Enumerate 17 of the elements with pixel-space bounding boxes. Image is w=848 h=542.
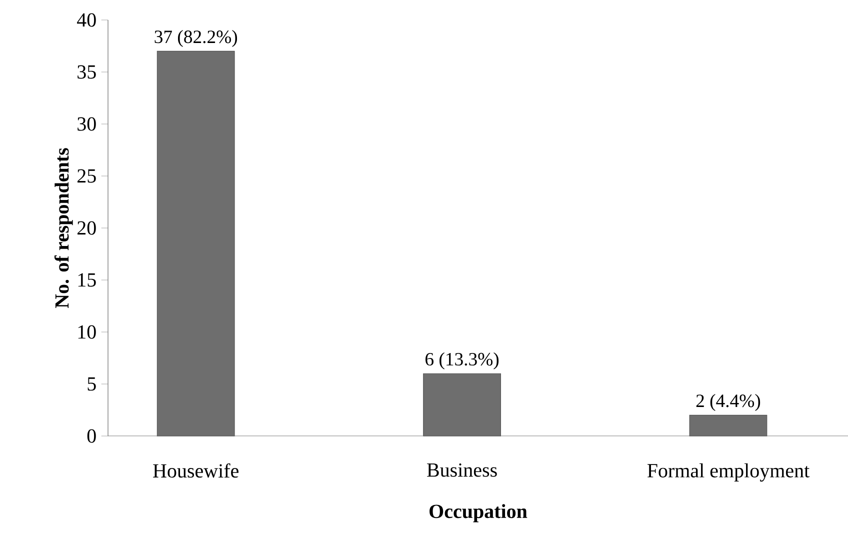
x-tick-label: Housewife	[153, 463, 238, 478]
y-tick-label: 40	[77, 13, 96, 27]
y-tick-label: 30	[78, 117, 96, 131]
y-tick-label: 35	[78, 65, 96, 79]
x-axis-title: Occupation	[430, 504, 528, 522]
data-label: 37 (82.2%)	[154, 30, 238, 47]
x-tick-label: Formal employment	[647, 463, 810, 482]
y-tick-label: 15	[78, 273, 96, 287]
y-tick-label: 5	[88, 377, 96, 391]
x-tick-label: Business	[427, 463, 497, 477]
y-tick-label: 10	[78, 325, 96, 339]
y-tick-label: 20	[78, 221, 96, 235]
data-label: 2 (4.4%)	[696, 394, 760, 411]
data-label: 6 (13.3%)	[426, 352, 499, 370]
y-tick-label: 25	[78, 169, 96, 183]
y-tick-label: 0	[87, 429, 96, 443]
y-axis-title: No. of respondents	[54, 148, 73, 308]
